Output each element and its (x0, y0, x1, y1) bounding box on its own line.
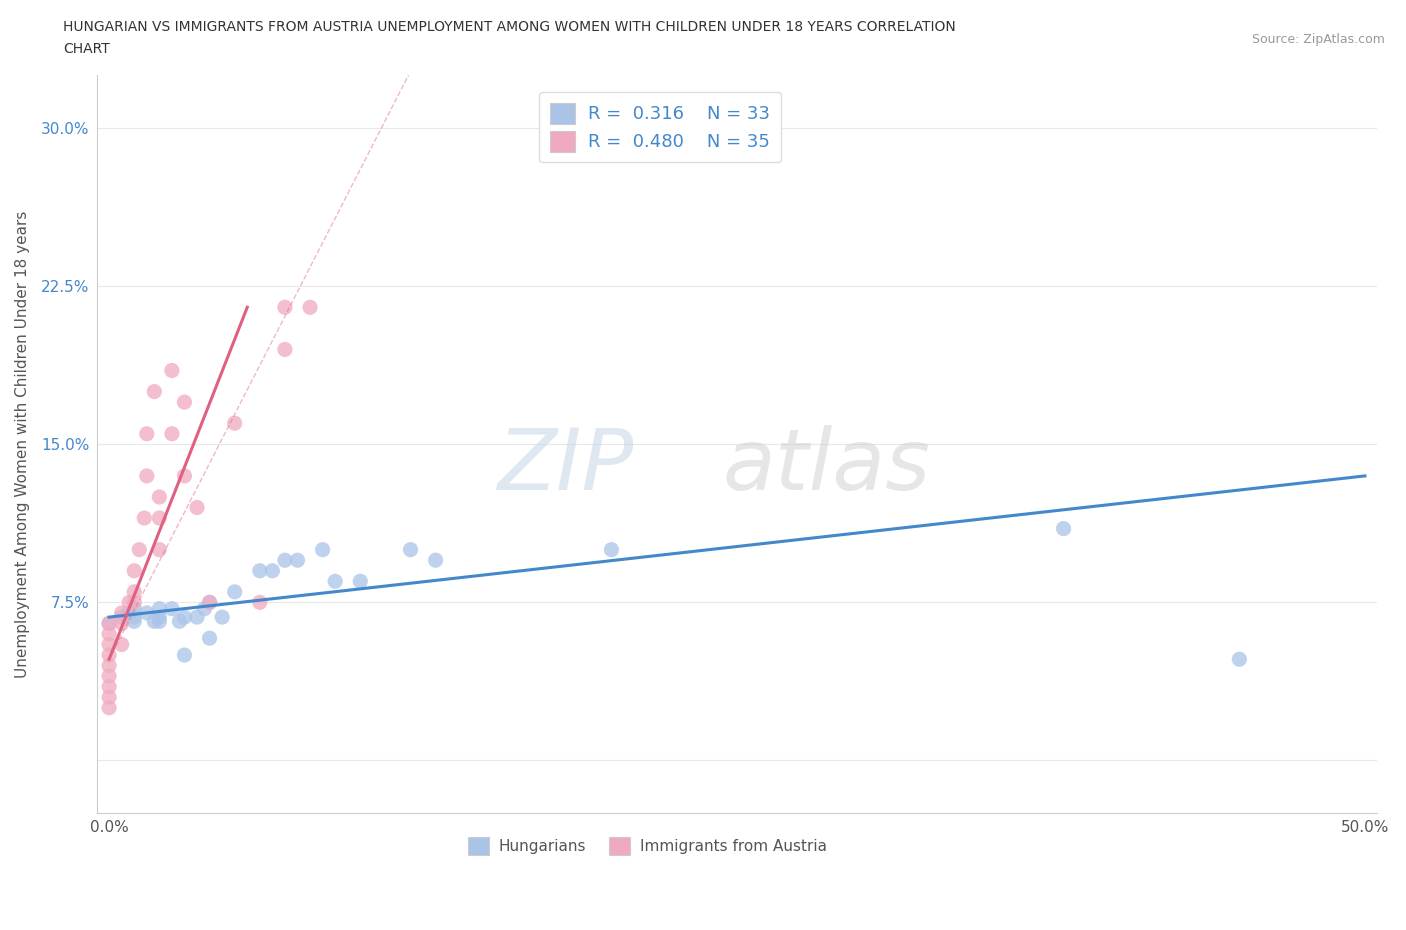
Point (274, 552, 297, 567)
Point (249, 564, 271, 578)
Point (186, 500, 208, 515)
Point (169, 614, 191, 629)
Point (118, 595, 141, 610)
Point (148, 602, 170, 617)
Point (224, 416, 246, 431)
Point (1052, 521, 1074, 536)
Point (122, 614, 145, 629)
Point (134, 511, 156, 525)
Point (299, 299, 322, 314)
Point (118, 605, 141, 620)
Point (198, 595, 221, 610)
Text: atlas: atlas (723, 425, 931, 508)
Point (111, 610, 134, 625)
Point (148, 614, 170, 629)
Point (122, 602, 145, 617)
Point (135, 605, 157, 620)
Point (311, 542, 333, 557)
Point (122, 564, 145, 578)
Point (135, 426, 157, 441)
Point (249, 595, 271, 610)
Point (122, 595, 145, 610)
Point (98, 647, 121, 662)
Point (198, 595, 221, 610)
Point (274, 342, 297, 357)
Text: ZIP: ZIP (498, 425, 634, 508)
Point (98, 679, 121, 694)
Point (224, 584, 246, 599)
Point (211, 610, 233, 625)
Point (98, 616, 121, 631)
Point (122, 610, 145, 625)
Point (148, 489, 170, 504)
Point (193, 602, 215, 617)
Legend: Hungarians, Immigrants from Austria: Hungarians, Immigrants from Austria (463, 830, 832, 861)
Point (160, 363, 183, 378)
Point (262, 564, 284, 578)
Point (186, 610, 208, 625)
Point (98, 616, 121, 631)
Point (160, 602, 183, 617)
Text: Source: ZipAtlas.com: Source: ZipAtlas.com (1251, 33, 1385, 46)
Point (173, 469, 195, 484)
Point (1227, 652, 1250, 667)
Point (143, 614, 166, 629)
Point (98, 627, 121, 642)
Y-axis label: Unemployment Among Women with Children Under 18 years: Unemployment Among Women with Children U… (15, 210, 30, 678)
Point (98, 658, 121, 673)
Point (425, 552, 447, 567)
Point (287, 552, 309, 567)
Point (98, 700, 121, 715)
Point (98, 637, 121, 652)
Point (600, 542, 623, 557)
Point (111, 605, 134, 620)
Point (399, 542, 422, 557)
Point (274, 299, 297, 314)
Point (198, 631, 221, 645)
Point (111, 637, 134, 652)
Point (349, 574, 371, 589)
Point (160, 426, 183, 441)
Point (111, 616, 134, 631)
Point (98, 690, 121, 705)
Point (173, 394, 195, 409)
Point (98, 669, 121, 684)
Point (122, 584, 145, 599)
Text: HUNGARIAN VS IMMIGRANTS FROM AUSTRIA UNEMPLOYMENT AMONG WOMEN WITH CHILDREN UNDE: HUNGARIAN VS IMMIGRANTS FROM AUSTRIA UNE… (63, 20, 956, 34)
Point (143, 384, 166, 399)
Point (173, 610, 195, 625)
Point (323, 574, 346, 589)
Point (148, 511, 170, 525)
Point (148, 542, 170, 557)
Text: CHART: CHART (63, 42, 110, 56)
Point (173, 647, 195, 662)
Point (128, 542, 150, 557)
Point (148, 610, 170, 625)
Point (135, 469, 157, 484)
